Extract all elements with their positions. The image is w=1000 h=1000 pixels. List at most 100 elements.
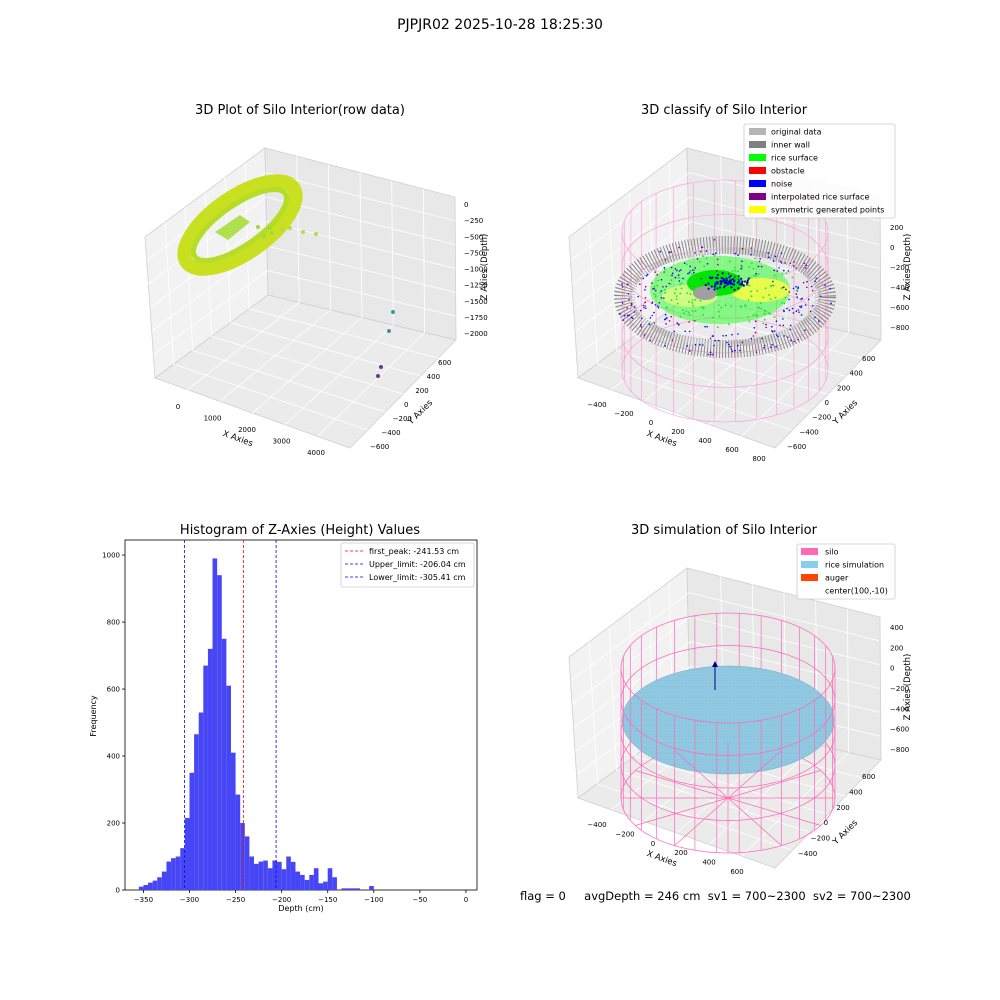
panel3-vlines — [184, 540, 277, 890]
noise-point — [627, 293, 630, 295]
noise-point — [700, 250, 702, 253]
histogram-bar — [281, 869, 287, 890]
rice-surface-point — [690, 273, 693, 276]
histogram-bar — [290, 861, 296, 890]
panel1-y-tick: 0 — [404, 401, 408, 409]
panel1-y-label: Y Axies — [405, 398, 435, 428]
panel2-legend: original data inner wall rice surface obsta… — [743, 123, 896, 219]
noise-point — [750, 253, 752, 256]
noise-point — [797, 286, 799, 289]
footer-avg-depth: avgDepth = 246 cm — [584, 889, 701, 903]
noise-point — [686, 345, 689, 347]
panel2-legend-items: original data inner wall rice surface obsta… — [749, 128, 884, 215]
rice-surface-point — [750, 295, 753, 298]
noise-point — [716, 258, 719, 261]
noise-point — [649, 317, 652, 319]
rice-surface-point — [693, 283, 696, 285]
noise-point — [737, 333, 739, 335]
noise-point — [704, 325, 706, 328]
panel4-title: 3D simulation of Silo Interior — [631, 523, 817, 538]
panel1-x-tick: 4000 — [307, 449, 325, 457]
panel4-x-tick: −200 — [615, 830, 634, 838]
legend-label: center(100,-10) — [825, 587, 888, 596]
noise-point — [630, 304, 633, 307]
noise-point — [783, 335, 785, 337]
silo-floor-spoke — [635, 770, 729, 799]
noise-point — [710, 353, 712, 356]
panel4-y-tick: 400 — [849, 788, 862, 796]
rice-surface-point — [752, 314, 755, 317]
noise-point — [701, 246, 704, 249]
noise-point — [752, 335, 755, 337]
noise-point — [740, 265, 743, 267]
legend-swatch — [749, 206, 766, 213]
noise-point — [716, 277, 719, 280]
rice-surface-point — [732, 275, 735, 278]
panel4-y-tick: 0 — [824, 819, 828, 827]
panel4-legend: silo rice simulation auger center(100,-10) — [796, 543, 896, 600]
silo-ring-back — [620, 612, 836, 669]
histogram-bar — [295, 871, 301, 890]
rice-surface-point — [678, 276, 680, 279]
rice-surface-point — [679, 315, 682, 318]
noise-point — [733, 279, 736, 282]
rice-surface-point — [748, 266, 751, 268]
noise-point — [716, 270, 718, 272]
noise-point — [645, 274, 648, 277]
histogram-bar — [152, 880, 158, 890]
panel2-y-tick: 600 — [862, 355, 875, 363]
rice-surface-point — [773, 316, 776, 318]
x-tick-label: 0 — [464, 896, 468, 904]
rice-surface-point — [653, 293, 656, 296]
noise-point — [740, 268, 742, 270]
rice-surface-point — [762, 322, 765, 325]
rice-surface-point — [774, 296, 777, 299]
noise-point — [737, 287, 740, 290]
panel3-x-label: Depth (cm) — [278, 904, 323, 913]
noise-point — [746, 279, 749, 282]
histogram-bar — [323, 881, 328, 890]
noise-point — [623, 315, 626, 317]
noise-point — [633, 306, 636, 308]
noise-point — [775, 320, 778, 323]
panel4-x-tick: −400 — [587, 821, 606, 829]
legend-label: inner wall — [771, 141, 810, 150]
noise-point — [640, 324, 642, 326]
noise-point — [755, 272, 757, 275]
rice-surface-point — [690, 286, 693, 289]
noise-point — [772, 280, 774, 283]
rice-surface-point — [769, 298, 772, 300]
rice-surface-point — [691, 299, 694, 301]
rice-surface-point — [694, 298, 697, 301]
rice-surface-point — [695, 283, 698, 286]
outlier-point — [288, 226, 292, 230]
noise-point — [664, 345, 667, 347]
noise-point — [724, 284, 727, 287]
histogram-bar — [263, 860, 268, 890]
noise-point — [621, 283, 623, 285]
legend-swatch — [749, 128, 766, 135]
panel1-ring-points — [177, 174, 303, 276]
noise-point — [646, 273, 649, 276]
noise-point — [628, 314, 630, 316]
noise-point — [765, 326, 767, 329]
noise-point — [800, 298, 802, 300]
noise-point — [779, 260, 782, 263]
noise-point — [704, 283, 707, 287]
legend-swatch — [801, 548, 818, 555]
rice-surface-point — [664, 291, 667, 294]
noise-point — [718, 286, 722, 289]
noise-point — [656, 305, 659, 308]
rice-surface-point — [740, 306, 742, 308]
panel1-ring-outer — [177, 174, 303, 276]
noise-point — [668, 251, 671, 254]
rice-surface-point — [685, 263, 688, 266]
noise-point — [649, 339, 652, 342]
rice-surface-point — [763, 318, 766, 321]
panel1-x-tick: 3000 — [273, 438, 291, 446]
rice-surface-point — [758, 306, 761, 309]
noise-point — [689, 350, 691, 352]
rice-surface-point — [724, 304, 727, 307]
noise-point — [764, 344, 766, 347]
